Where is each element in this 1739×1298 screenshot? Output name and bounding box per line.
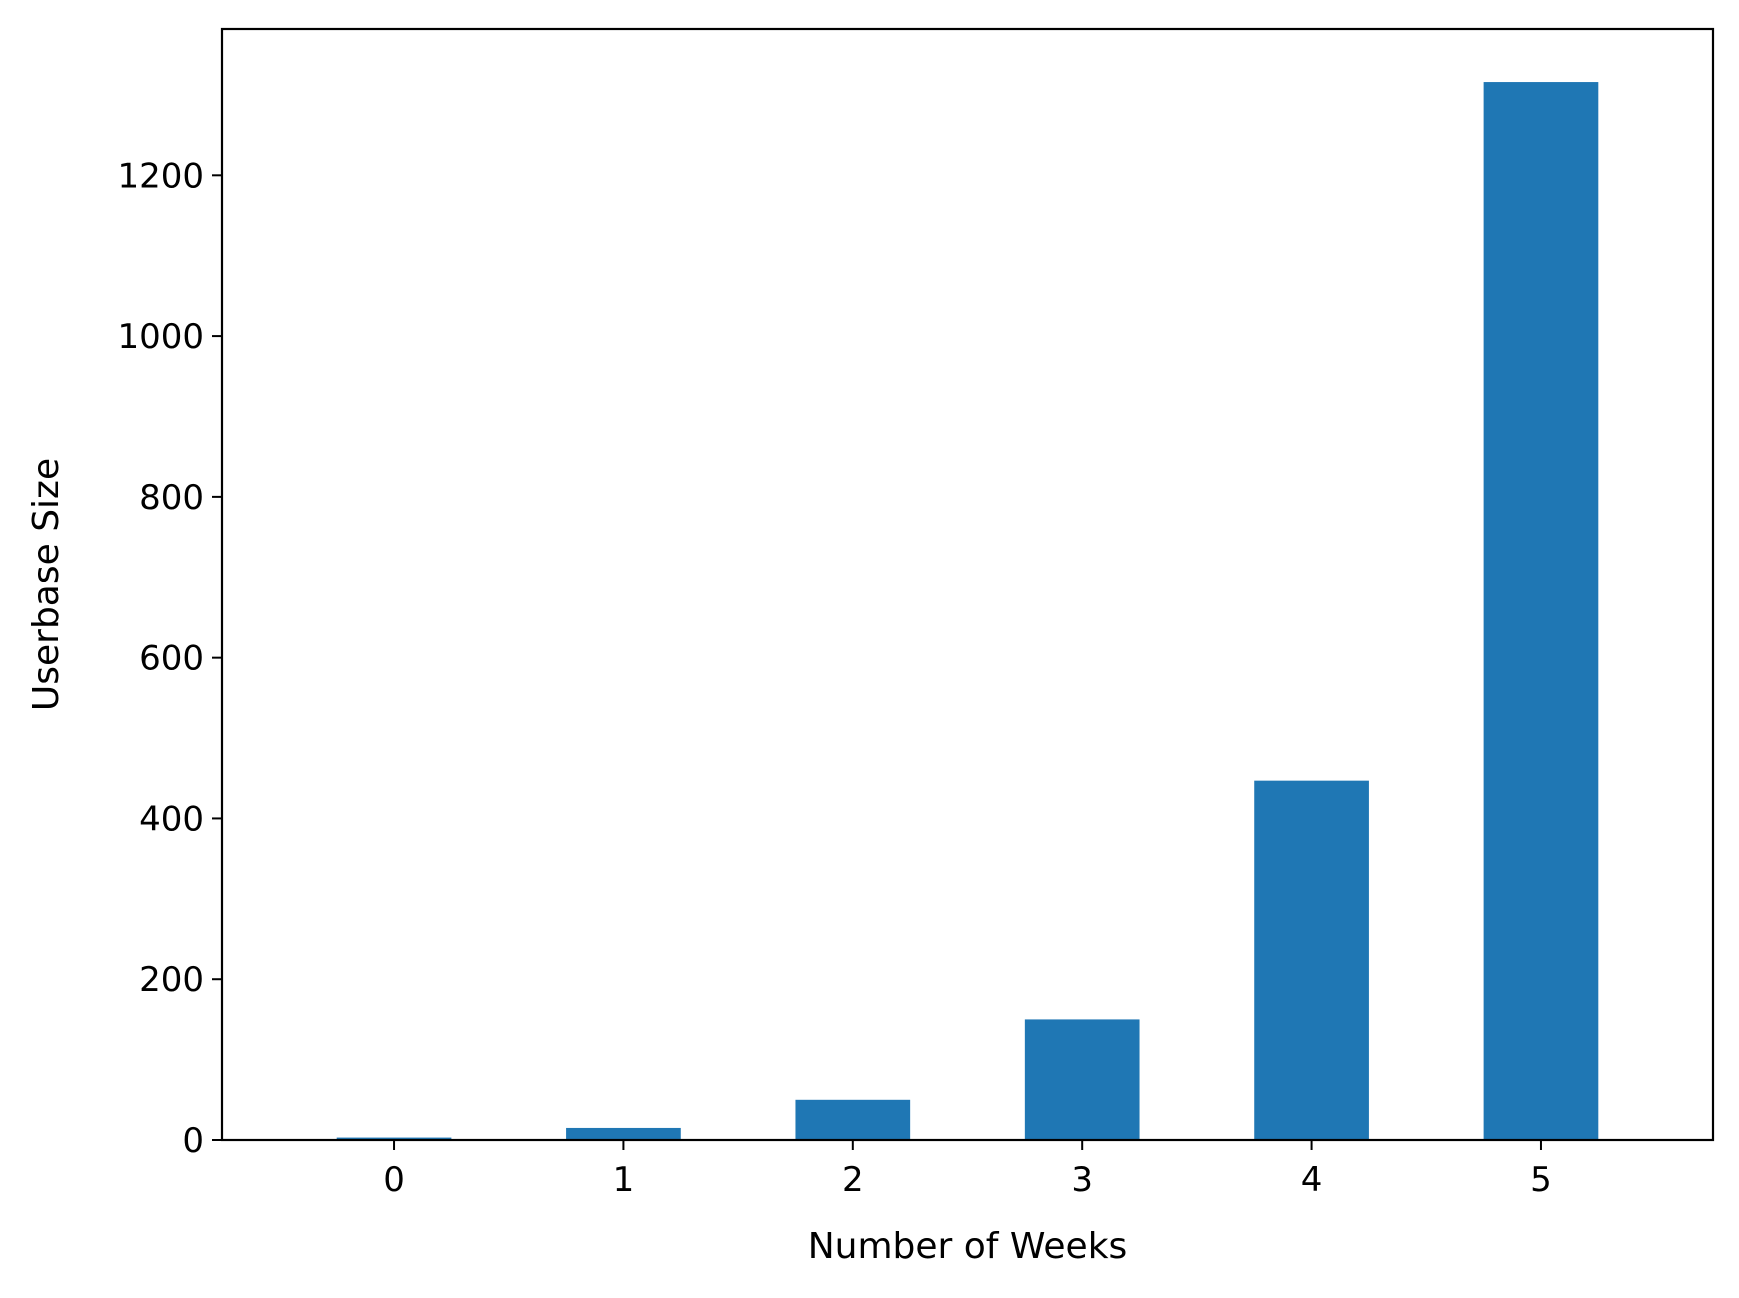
x-tick-label: 1 xyxy=(613,1160,635,1200)
y-tick-label: 0 xyxy=(182,1121,204,1161)
bars-layer xyxy=(336,82,1599,1141)
bar-week-4 xyxy=(1254,780,1369,1140)
x-tick-label: 5 xyxy=(1530,1160,1552,1200)
bar-week-2 xyxy=(795,1099,911,1140)
bar-week-0 xyxy=(336,1137,452,1140)
y-tick-label: 200 xyxy=(139,960,204,1000)
y-axis-label: Userbase Size xyxy=(26,458,67,711)
y-axis-ticks: 0 200 400 600 800 1000 1200 xyxy=(117,156,222,1161)
x-axis-label: Number of Weeks xyxy=(808,1226,1128,1267)
bar-week-5 xyxy=(1483,82,1599,1141)
y-tick-label: 1200 xyxy=(117,156,204,196)
y-tick-label: 400 xyxy=(139,799,204,839)
y-tick-label: 600 xyxy=(139,639,204,679)
x-tick-label: 3 xyxy=(1071,1160,1093,1200)
bar-week-1 xyxy=(566,1127,681,1140)
x-axis-ticks: 0 1 2 3 4 5 xyxy=(383,1140,1552,1200)
y-tick-label: 1000 xyxy=(117,317,204,357)
x-tick-label: 0 xyxy=(383,1160,405,1200)
x-tick-label: 2 xyxy=(842,1160,864,1200)
bar-week-3 xyxy=(1024,1019,1140,1140)
y-tick-label: 800 xyxy=(139,478,204,518)
plot-frame xyxy=(220,27,1715,1142)
x-tick-label: 4 xyxy=(1301,1160,1323,1200)
